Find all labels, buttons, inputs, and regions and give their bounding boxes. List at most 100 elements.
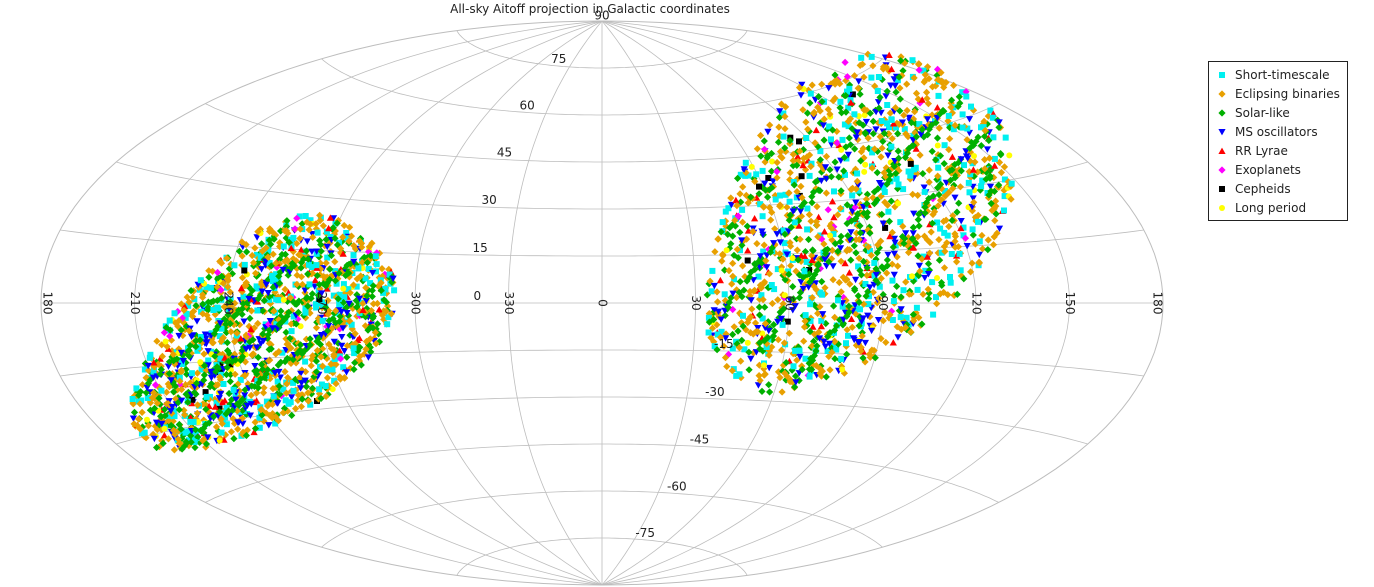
data-point-eclipsing-binaries [242,279,250,287]
data-point-eclipsing-binaries [888,135,896,143]
data-point-eclipsing-binaries [266,411,274,419]
data-point-ms-oscillators [890,76,898,83]
data-point-ms-oscillators [338,342,346,350]
data-point-eclipsing-binaries [193,369,201,377]
data-point-short-timescale [921,188,928,195]
data-point-eclipsing-binaries [258,247,266,255]
data-point-eclipsing-binaries [839,273,847,281]
data-point-solar-like [705,318,713,326]
data-point-eclipsing-binaries [713,288,721,296]
data-point-eclipsing-binaries [963,136,971,144]
data-point-solar-like [874,279,882,287]
data-point-solar-like [940,160,948,168]
data-point-short-timescale [916,121,923,128]
data-point-eclipsing-binaries [909,190,917,198]
data-point-ms-oscillators [146,389,154,396]
data-point-solar-like [914,216,922,224]
data-point-solar-like [936,110,944,118]
legend-item: Solar-like [1209,103,1347,122]
data-point-solar-like [300,255,308,263]
northern-field [703,50,1015,396]
data-point-short-timescale [866,248,873,254]
data-point-solar-like [871,354,879,362]
data-point-solar-like [153,443,161,452]
data-point-short-timescale [884,102,891,108]
data-point-solar-like [850,242,858,250]
data-point-short-timescale [198,308,205,315]
data-point-solar-like [830,302,838,310]
data-point-ms-oscillators [852,199,860,206]
data-point-solar-like [785,270,793,278]
data-point-solar-like [781,230,789,238]
data-point-solar-like [876,93,884,101]
data-point-eclipsing-binaries [783,203,791,211]
data-point-short-timescale [913,304,920,311]
data-point-solar-like [294,308,302,316]
data-point-eclipsing-binaries [759,296,767,304]
data-point-solar-like [919,170,927,178]
data-point-solar-like [298,350,306,358]
data-point-solar-like [182,438,190,446]
data-point-ms-oscillators [923,116,932,123]
data-point-solar-like [363,292,371,300]
data-point-solar-like [238,346,246,354]
data-point-eclipsing-binaries [936,196,945,204]
data-point-eclipsing-binaries [340,374,349,382]
data-point-solar-like [725,298,733,306]
data-point-eclipsing-binaries [928,83,937,91]
data-point-ms-oscillators [246,344,254,352]
data-point-eclipsing-binaries [879,317,887,325]
data-point-short-timescale [889,317,896,323]
data-point-eclipsing-binaries [309,233,317,241]
data-point-solar-like [915,222,923,230]
data-point-solar-like [335,269,343,277]
data-point-solar-like [261,325,269,333]
data-point-solar-like [969,231,977,239]
data-point-solar-like [229,406,237,414]
data-point-solar-like [856,90,864,98]
data-point-eclipsing-binaries [324,310,332,318]
data-point-short-timescale [323,228,330,235]
data-point-solar-like [353,291,361,299]
x-tick-label: 120 [970,292,984,315]
data-point-ms-oscillators [340,348,348,355]
data-point-eclipsing-binaries [135,415,143,423]
data-point-solar-like [304,255,312,263]
data-point-eclipsing-binaries [292,405,300,413]
data-point-eclipsing-binaries [814,233,822,241]
data-point-eclipsing-binaries [981,126,989,135]
data-point-short-timescale [818,317,825,324]
data-point-solar-like [190,388,198,397]
data-point-ms-oscillators [749,277,758,284]
x-tick-label: 180 [1151,292,1165,315]
data-point-ms-oscillators [717,316,725,323]
data-point-ms-oscillators [258,266,266,273]
data-point-eclipsing-binaries [893,323,901,331]
data-point-eclipsing-binaries [885,130,893,138]
data-point-eclipsing-binaries [801,281,809,289]
data-point-eclipsing-binaries [751,286,759,294]
data-point-short-timescale [722,208,729,215]
data-point-short-timescale [237,376,244,383]
data-point-solar-like [838,109,846,117]
data-point-solar-like [259,365,267,373]
data-point-short-timescale [307,217,314,224]
data-point-eclipsing-binaries [984,112,992,120]
data-point-solar-like [196,336,204,344]
data-point-short-timescale [960,224,967,231]
data-point-solar-like [360,253,368,261]
data-point-short-timescale [858,54,865,61]
data-point-eclipsing-binaries [927,228,935,236]
data-point-solar-like [290,261,298,270]
data-point-short-timescale [302,213,309,219]
data-point-solar-like [729,330,737,339]
data-point-eclipsing-binaries [773,174,781,182]
data-point-solar-like [761,303,769,311]
data-point-solar-like [155,394,163,402]
data-point-ms-oscillators [275,368,283,376]
data-point-solar-like [977,142,985,150]
data-point-short-timescale [1008,180,1015,187]
data-point-ms-oscillators [789,307,797,314]
data-point-solar-like [277,227,285,235]
